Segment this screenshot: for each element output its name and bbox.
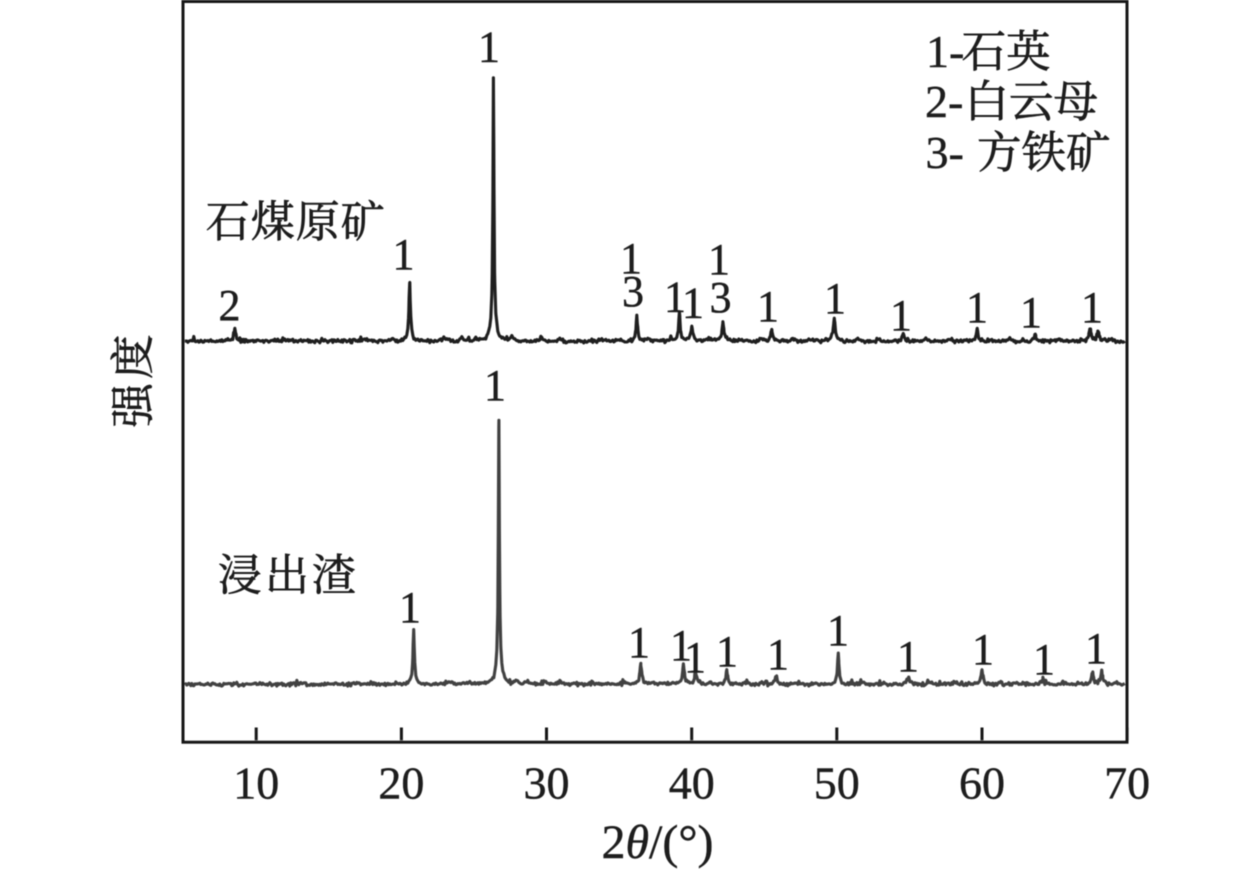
svg-text:20: 20 (378, 758, 424, 809)
svg-text:2: 2 (219, 281, 241, 330)
svg-text:1: 1 (1033, 635, 1055, 684)
svg-text:1: 1 (478, 23, 500, 72)
svg-text:10: 10 (233, 758, 279, 809)
svg-text:2θ/(°): 2θ/(°) (601, 816, 713, 869)
svg-text:1: 1 (890, 291, 912, 340)
svg-text:1: 1 (1020, 288, 1042, 337)
svg-text:1: 1 (670, 621, 692, 670)
svg-text:1: 1 (966, 283, 988, 332)
svg-text:1: 1 (767, 630, 789, 679)
svg-text:3-: 3- (926, 127, 964, 178)
svg-text:1: 1 (682, 279, 704, 328)
svg-text:1: 1 (1081, 283, 1103, 332)
svg-text:60: 60 (959, 758, 1005, 809)
svg-text:1: 1 (824, 274, 846, 323)
svg-text:70: 70 (1104, 758, 1150, 809)
svg-text:50: 50 (814, 758, 860, 809)
svg-text:1: 1 (684, 633, 706, 682)
svg-text:1: 1 (620, 234, 642, 283)
svg-text:3: 3 (710, 273, 732, 322)
svg-text:1: 1 (399, 583, 421, 632)
svg-text:1-: 1- (926, 26, 964, 77)
svg-text:2-: 2- (925, 76, 963, 127)
svg-text:40: 40 (669, 758, 715, 809)
svg-text:1: 1 (972, 625, 994, 674)
svg-text:1: 1 (708, 235, 730, 284)
svg-text:30: 30 (524, 758, 570, 809)
svg-text:1: 1 (1085, 624, 1107, 673)
svg-text:1: 1 (897, 632, 919, 681)
svg-text:1: 1 (484, 361, 506, 410)
svg-text:1: 1 (716, 627, 738, 676)
svg-text:1: 1 (827, 606, 849, 655)
svg-text:1: 1 (664, 273, 686, 322)
svg-text:1: 1 (757, 282, 779, 331)
svg-text:1: 1 (393, 230, 415, 279)
svg-text:1: 1 (628, 618, 650, 667)
svg-text:3: 3 (622, 267, 644, 316)
